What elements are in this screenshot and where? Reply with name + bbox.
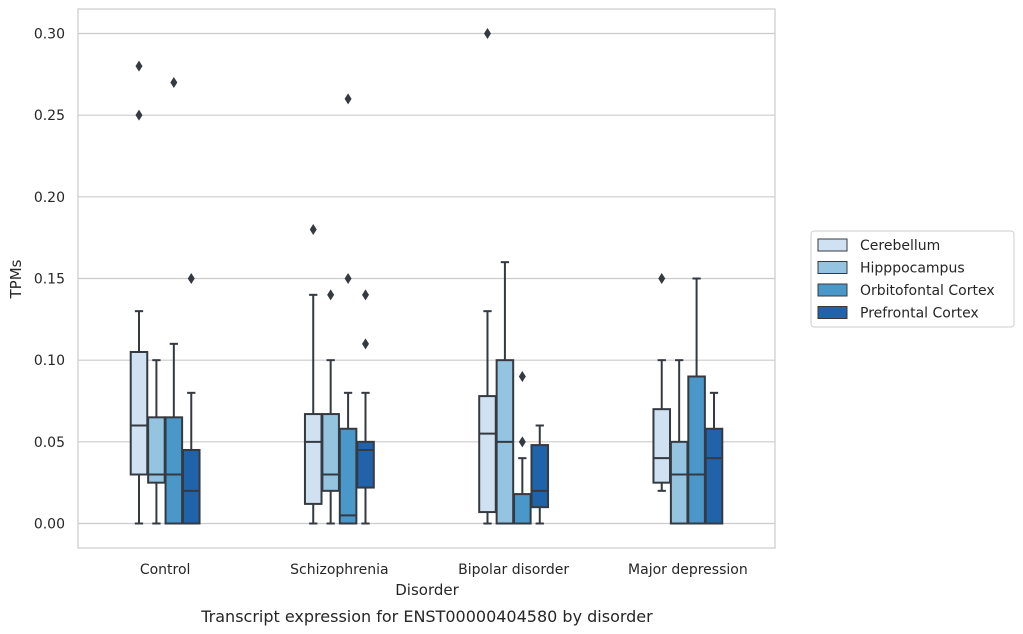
outlier-point bbox=[309, 224, 317, 235]
box-mark bbox=[530, 424, 550, 525]
y-tick-label: 0.20 bbox=[34, 190, 65, 206]
box-body bbox=[513, 493, 532, 525]
y-tick-label: 0.05 bbox=[34, 435, 65, 451]
outlier-point bbox=[135, 109, 143, 121]
legend-label: Prefrontal Cortex bbox=[860, 306, 979, 322]
y-tick-label: 0.25 bbox=[34, 108, 65, 124]
box-body bbox=[669, 440, 689, 525]
x-tick-labels: Control Schizophrenia Bipolar disorder Majo… bbox=[140, 562, 748, 578]
outlier-point bbox=[362, 289, 370, 301]
x-axis-label: Disorder bbox=[395, 581, 459, 599]
box-mark bbox=[356, 289, 375, 525]
outlier-point bbox=[344, 273, 352, 284]
x-tick-label: Bipolar disorder bbox=[458, 562, 569, 578]
y-tick-label: 0.10 bbox=[34, 353, 65, 369]
legend-label: Cerebellum bbox=[860, 238, 940, 254]
outlier-point bbox=[362, 338, 370, 350]
box-body bbox=[129, 351, 149, 476]
box-body bbox=[652, 408, 672, 484]
legend-label: Orbitofontal Cortex bbox=[860, 283, 995, 299]
box-mark bbox=[704, 391, 724, 525]
box-body bbox=[704, 427, 724, 525]
box-mark bbox=[303, 224, 323, 525]
legend-frame bbox=[810, 230, 1015, 328]
box-body bbox=[164, 416, 184, 525]
chart-caption: Transcript expression for ENST0000040458… bbox=[200, 607, 653, 626]
box-mark bbox=[338, 93, 358, 525]
y-tick-label: 0.00 bbox=[34, 517, 65, 533]
outlier-point bbox=[187, 273, 195, 284]
box-mark bbox=[164, 77, 184, 525]
outlier-point bbox=[135, 60, 143, 72]
legend-swatch bbox=[817, 261, 848, 274]
outlier-point bbox=[658, 273, 666, 284]
box-body bbox=[478, 395, 497, 514]
box-body bbox=[338, 427, 358, 525]
plot-frame bbox=[77, 8, 776, 549]
box-body bbox=[530, 444, 550, 509]
legend-swatch bbox=[817, 306, 848, 319]
box-body bbox=[687, 375, 706, 525]
box-body bbox=[147, 416, 166, 484]
box-body bbox=[321, 413, 340, 492]
legend-swatch bbox=[817, 283, 848, 297]
x-tick-label: Control bbox=[140, 562, 191, 578]
box-body bbox=[356, 440, 375, 489]
box-mark bbox=[495, 261, 515, 525]
outlier-point bbox=[170, 77, 178, 88]
box-mark bbox=[513, 371, 532, 525]
x-tick-label: Schizophrenia bbox=[290, 562, 388, 578]
y-axis-label: TPMs bbox=[7, 259, 25, 299]
box-body bbox=[181, 449, 201, 525]
x-tick-label: Major depression bbox=[628, 562, 748, 578]
box-mark bbox=[669, 359, 689, 525]
box-mark bbox=[321, 289, 340, 525]
outlier-point bbox=[483, 28, 491, 39]
y-tick-label: 0.15 bbox=[34, 272, 65, 288]
outlier-point bbox=[344, 93, 352, 105]
outlier-point bbox=[518, 436, 526, 448]
legend-swatch bbox=[817, 238, 848, 252]
box-mark bbox=[129, 60, 149, 525]
y-tick-label: 0.30 bbox=[34, 27, 65, 43]
legend-label: Hipppocampus bbox=[860, 261, 965, 277]
box-body bbox=[303, 413, 323, 505]
box-series bbox=[129, 28, 724, 525]
box-mark bbox=[687, 277, 706, 525]
legend: Cerebellum Hipppocampus Orbitofontal Corte… bbox=[810, 230, 1015, 328]
box-mark bbox=[181, 273, 201, 525]
y-tick-labels: 0.00 0.05 0.10 0.15 0.20 0.25 0.30 bbox=[34, 27, 65, 533]
outlier-point bbox=[327, 289, 335, 301]
outlier-point bbox=[518, 371, 526, 382]
